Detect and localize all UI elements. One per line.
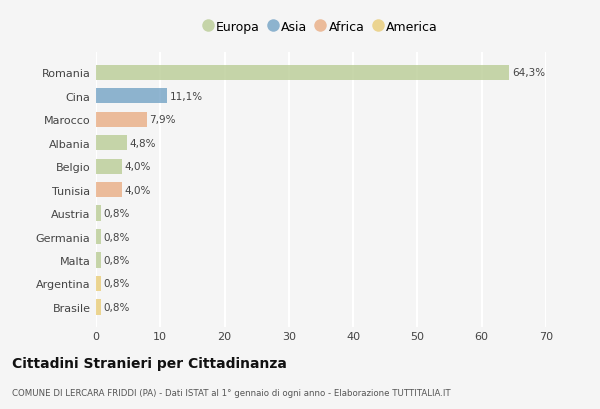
Bar (96, 276, 101, 291)
Bar (96, 299, 101, 315)
Bar (96, 159, 122, 174)
Text: 7,9%: 7,9% (149, 115, 176, 125)
Bar (96, 206, 101, 221)
Text: COMUNE DI LERCARA FRIDDI (PA) - Dati ISTAT al 1° gennaio di ogni anno - Elaboraz: COMUNE DI LERCARA FRIDDI (PA) - Dati IST… (12, 389, 451, 398)
Bar (96, 136, 127, 151)
Text: 0,8%: 0,8% (104, 302, 130, 312)
Text: 4,0%: 4,0% (124, 162, 151, 172)
Text: 4,0%: 4,0% (124, 185, 151, 195)
Bar (96, 182, 122, 198)
Text: 0,8%: 0,8% (104, 255, 130, 265)
Text: 4,8%: 4,8% (130, 138, 156, 148)
Bar (96, 112, 147, 128)
Legend: Europa, Asia, Africa, America: Europa, Asia, Africa, America (202, 18, 440, 36)
Bar (96, 89, 167, 104)
Text: Cittadini Stranieri per Cittadinanza: Cittadini Stranieri per Cittadinanza (12, 356, 287, 370)
Bar (96, 65, 509, 81)
Text: 0,8%: 0,8% (104, 232, 130, 242)
Text: 11,1%: 11,1% (170, 92, 203, 101)
Text: 0,8%: 0,8% (104, 279, 130, 289)
Text: 0,8%: 0,8% (104, 209, 130, 218)
Bar (96, 253, 101, 268)
Bar (96, 229, 101, 245)
Text: 64,3%: 64,3% (512, 68, 545, 78)
